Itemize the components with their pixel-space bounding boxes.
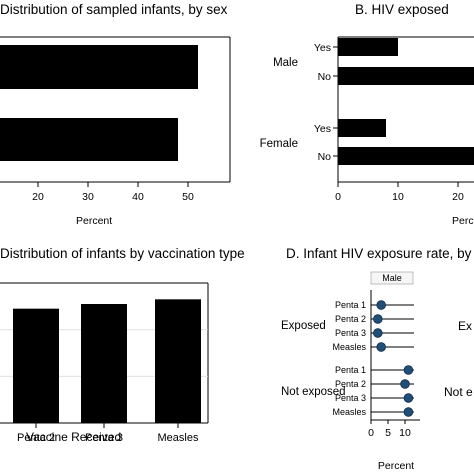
panel-b-tick-label: 10 [392,191,404,203]
panel-d-row-label: Penta 1 [335,300,366,310]
panel-b-bar-female-no [338,147,474,165]
panel-b-bar-male-yes [338,38,398,56]
panel-d-row-label: Penta 2 [335,314,366,324]
panel-d-point [400,379,410,389]
panel-b-group-label: Male [273,57,298,69]
panel-c-bar-measles [155,299,201,423]
panel-c-tick-label: Measles [158,432,199,444]
panel-b-row-label: Yes [314,42,331,54]
panel-d-point [376,342,386,352]
panel-c-x-axis-label: Vaccine Received [26,430,121,444]
panel-d-strip [370,271,414,285]
panel-c-tick-label: Penta 3 [85,432,123,444]
panel-d-tick-label: 0 [368,427,374,439]
panel-d-row-label: Measles [332,342,366,352]
panel-d-point [403,365,414,375]
panel-d-point [373,328,383,338]
panel-d-title: D. Infant HIV exposure rate, by [286,246,472,261]
panel-d-group-label: Not exposed [281,386,346,398]
panel-a-tick-label: 50 [182,191,194,203]
panel-d-cut-label-exposed: Ex [458,319,472,333]
panel-d-row-label: Penta 1 [335,365,366,375]
panel-d-point [403,407,414,417]
panel-d-group-label: Exposed [281,320,326,332]
panel-d-cut-label-not-exposed: Not e [444,385,473,399]
panel-a-tick-label: 30 [82,191,94,203]
panel-b-title: B. HIV exposed [355,2,449,17]
panel-d-row-label: Penta 2 [335,379,366,389]
panel-d-row-label: Measles [332,407,366,417]
panel-d-tick-label: 5 [385,427,391,439]
panel-c-title: Distribution of infants by vaccination t… [0,246,245,261]
panel-d-row-label: Penta 3 [335,393,366,403]
panel-c-bar-penta-3 [81,304,127,423]
panel-d-x-axis-label: Percent [378,460,414,472]
panel-a-tick-label: 40 [132,191,144,203]
panel-b-bar-female-yes [338,119,386,137]
panel-a-bar-female [0,118,178,161]
panel-b-row-label: No [318,71,332,83]
panel-a: Distribution of sampled infants, by sex … [0,2,231,227]
panel-a-bar-male [0,45,198,89]
panel-a-title: Distribution of sampled infants, by sex [0,2,228,17]
panel-d-point [373,314,383,324]
panel-d-row-label: Penta 3 [335,328,366,338]
panel-c-bar-penta-2 [13,308,59,423]
panel-c: Distribution of infants by vaccination t… [0,246,245,444]
panel-b-x-axis-label: Percent [452,215,474,227]
panel-b-row-label: No [318,151,332,163]
panel-b: B. HIV exposed Male Yes No Female Yes No 0 10 2… [260,2,474,227]
panel-d-strip-label: Male [382,273,402,283]
panel-a-x-axis-label: Percent [76,215,112,227]
panel-d-point [403,393,414,403]
panel-b-row-label: Yes [314,123,331,135]
panel-b-group-label: Female [260,138,298,150]
panel-b-tick-label: 0 [335,191,341,203]
panel-d-tick-label: 10 [399,427,411,439]
panel-d: D. Infant HIV exposure rate, by Male Exp… [281,246,473,472]
panel-a-tick-label: 20 [32,191,44,203]
panel-b-bar-male-no [338,67,474,85]
panel-b-tick-label: 20 [452,191,464,203]
panel-c-tick-label: Penta 2 [17,432,55,444]
panel-d-point [376,300,386,310]
